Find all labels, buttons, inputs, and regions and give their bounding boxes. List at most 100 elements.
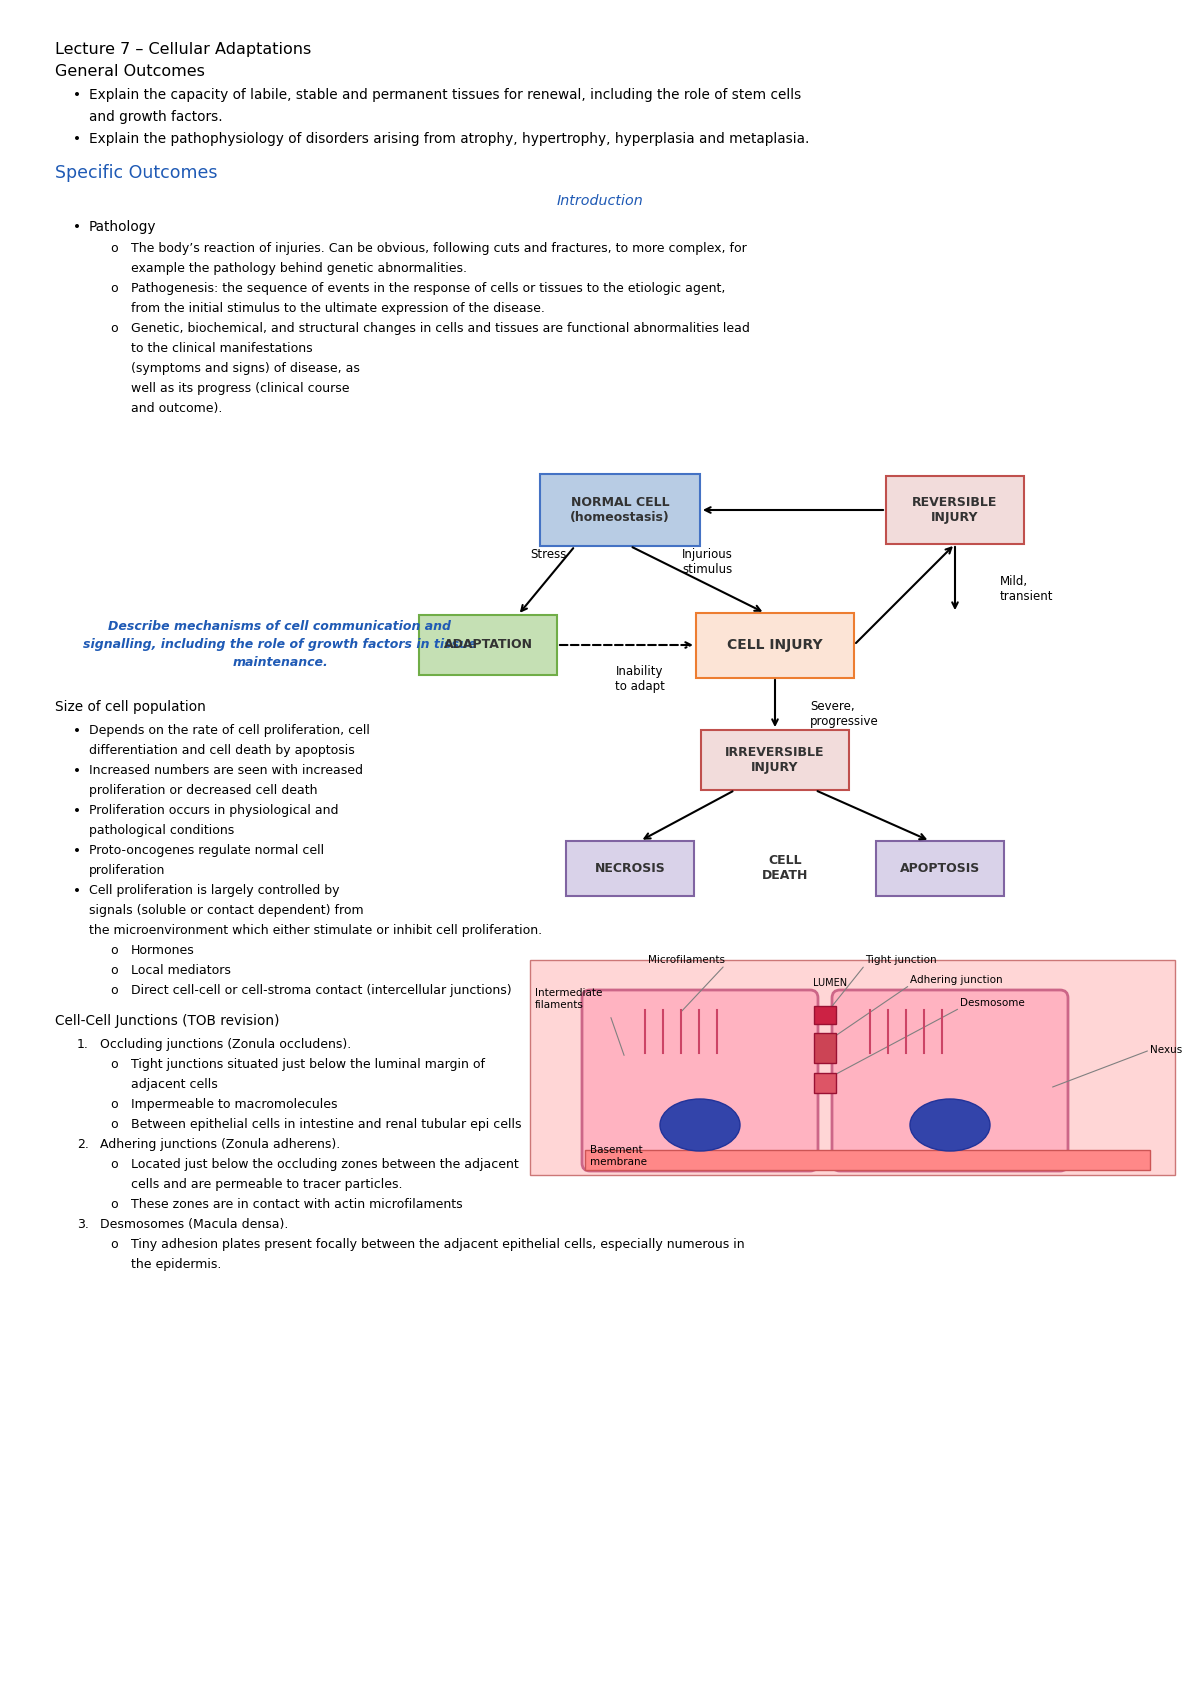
Text: Pathogenesis: the sequence of events in the response of cells or tissues to the : Pathogenesis: the sequence of events in …	[131, 282, 725, 295]
Text: Located just below the occluding zones between the adjacent: Located just below the occluding zones b…	[131, 1157, 518, 1171]
Text: signalling, including the role of growth factors in tissue: signalling, including the role of growth…	[83, 638, 476, 652]
Text: Inability
to adapt: Inability to adapt	[616, 665, 665, 692]
FancyBboxPatch shape	[832, 989, 1068, 1171]
Text: These zones are in contact with actin microfilaments: These zones are in contact with actin mi…	[131, 1198, 463, 1212]
Text: •: •	[73, 132, 82, 146]
Text: well as its progress (clinical course: well as its progress (clinical course	[131, 382, 349, 395]
Text: Specific Outcomes: Specific Outcomes	[55, 165, 217, 182]
Text: o: o	[110, 1198, 118, 1212]
Text: Between epithelial cells in intestine and renal tubular epi cells: Between epithelial cells in intestine an…	[131, 1118, 522, 1130]
Text: from the initial stimulus to the ultimate expression of the disease.: from the initial stimulus to the ultimat…	[131, 302, 545, 316]
Text: signals (soluble or contact dependent) from: signals (soluble or contact dependent) f…	[89, 905, 364, 916]
Text: •: •	[73, 725, 82, 738]
Text: o: o	[110, 1239, 118, 1251]
Text: Occluding junctions (Zonula occludens).: Occluding junctions (Zonula occludens).	[100, 1039, 352, 1050]
Text: o: o	[110, 944, 118, 957]
Ellipse shape	[660, 1100, 740, 1151]
FancyBboxPatch shape	[530, 961, 1175, 1174]
Text: Microfilaments: Microfilaments	[648, 955, 725, 966]
Text: Lecture 7 – Cellular Adaptations: Lecture 7 – Cellular Adaptations	[55, 42, 311, 58]
Text: the microenvironment which either stimulate or inhibit cell proliferation.: the microenvironment which either stimul…	[89, 923, 542, 937]
Text: ADAPTATION: ADAPTATION	[444, 638, 533, 652]
Text: Mild,
transient: Mild, transient	[1000, 575, 1054, 602]
Text: Direct cell-cell or cell-stroma contact (intercellular junctions): Direct cell-cell or cell-stroma contact …	[131, 984, 511, 998]
Text: NECROSIS: NECROSIS	[595, 862, 665, 874]
Text: Intermediate
filaments: Intermediate filaments	[535, 988, 602, 1010]
FancyBboxPatch shape	[696, 613, 854, 677]
Text: o: o	[110, 282, 118, 295]
Text: o: o	[110, 1118, 118, 1130]
FancyBboxPatch shape	[814, 1033, 836, 1062]
Text: differentiation and cell death by apoptosis: differentiation and cell death by apopto…	[89, 743, 355, 757]
Text: •: •	[73, 843, 82, 859]
Text: Cell proliferation is largely controlled by: Cell proliferation is largely controlled…	[89, 884, 340, 898]
Text: APOPTOSIS: APOPTOSIS	[900, 862, 980, 874]
Text: Desmosomes (Macula densa).: Desmosomes (Macula densa).	[100, 1218, 288, 1230]
Text: maintenance.: maintenance.	[232, 657, 328, 669]
Text: 1.: 1.	[77, 1039, 89, 1050]
Text: Proto-oncogenes regulate normal cell: Proto-oncogenes regulate normal cell	[89, 843, 324, 857]
Text: CELL INJURY: CELL INJURY	[727, 638, 823, 652]
Text: pathological conditions: pathological conditions	[89, 825, 234, 837]
Text: the epidermis.: the epidermis.	[131, 1257, 221, 1271]
Text: proliferation: proliferation	[89, 864, 166, 877]
Text: REVERSIBLE
INJURY: REVERSIBLE INJURY	[912, 496, 997, 524]
Text: •: •	[73, 764, 82, 777]
Text: Severe,
progressive: Severe, progressive	[810, 699, 878, 728]
Text: o: o	[110, 1057, 118, 1071]
Text: The body’s reaction of injuries. Can be obvious, following cuts and fractures, t: The body’s reaction of injuries. Can be …	[131, 243, 746, 255]
Text: adjacent cells: adjacent cells	[131, 1078, 217, 1091]
FancyBboxPatch shape	[876, 840, 1004, 896]
Text: Increased numbers are seen with increased: Increased numbers are seen with increase…	[89, 764, 364, 777]
Text: Stress: Stress	[530, 548, 566, 562]
Text: Adhering junctions (Zonula adherens).: Adhering junctions (Zonula adherens).	[100, 1139, 341, 1151]
FancyBboxPatch shape	[419, 614, 557, 675]
Text: o: o	[110, 1098, 118, 1112]
FancyBboxPatch shape	[586, 1151, 1150, 1169]
Text: Basement
membrane: Basement membrane	[590, 1145, 647, 1168]
Text: LUMEN: LUMEN	[812, 977, 847, 988]
Text: Injurious
stimulus: Injurious stimulus	[682, 548, 733, 575]
Text: IRREVERSIBLE
INJURY: IRREVERSIBLE INJURY	[725, 747, 824, 774]
Text: Local mediators: Local mediators	[131, 964, 230, 977]
Text: Tight junction: Tight junction	[865, 955, 937, 966]
Text: •: •	[73, 804, 82, 818]
Text: Hormones: Hormones	[131, 944, 194, 957]
Text: 3.: 3.	[77, 1218, 89, 1230]
Text: CELL
DEATH: CELL DEATH	[762, 854, 808, 882]
Text: Pathology: Pathology	[89, 221, 156, 234]
Text: (symptoms and signs) of disease, as: (symptoms and signs) of disease, as	[131, 361, 360, 375]
FancyBboxPatch shape	[540, 473, 700, 546]
Text: •: •	[73, 884, 82, 898]
Ellipse shape	[910, 1100, 990, 1151]
Text: Describe mechanisms of cell communication and: Describe mechanisms of cell communicatio…	[108, 619, 451, 633]
FancyBboxPatch shape	[814, 1006, 836, 1023]
Text: Impermeable to macromolecules: Impermeable to macromolecules	[131, 1098, 337, 1112]
FancyBboxPatch shape	[814, 1073, 836, 1093]
Text: Genetic, biochemical, and structural changes in cells and tissues are functional: Genetic, biochemical, and structural cha…	[131, 322, 750, 334]
Text: Adhering junction: Adhering junction	[910, 976, 1003, 984]
Text: NORMAL CELL
(homeostasis): NORMAL CELL (homeostasis)	[570, 496, 670, 524]
Text: Introduction: Introduction	[557, 193, 643, 209]
Text: Nexus: Nexus	[1150, 1045, 1182, 1056]
Text: Desmosome: Desmosome	[960, 998, 1025, 1008]
Text: General Outcomes: General Outcomes	[55, 64, 205, 80]
Text: Explain the capacity of labile, stable and permanent tissues for renewal, includ: Explain the capacity of labile, stable a…	[89, 88, 802, 102]
FancyBboxPatch shape	[701, 730, 850, 791]
Text: 2.: 2.	[77, 1139, 89, 1151]
Text: Tiny adhesion plates present focally between the adjacent epithelial cells, espe: Tiny adhesion plates present focally bet…	[131, 1239, 745, 1251]
Text: and outcome).: and outcome).	[131, 402, 222, 416]
Text: example the pathology behind genetic abnormalities.: example the pathology behind genetic abn…	[131, 261, 467, 275]
Text: Cell-Cell Junctions (TOB revision): Cell-Cell Junctions (TOB revision)	[55, 1015, 280, 1028]
Text: •: •	[73, 88, 82, 102]
Text: o: o	[110, 1157, 118, 1171]
Text: Explain the pathophysiology of disorders arising from atrophy, hypertrophy, hype: Explain the pathophysiology of disorders…	[89, 132, 809, 146]
FancyBboxPatch shape	[566, 840, 694, 896]
Text: Size of cell population: Size of cell population	[55, 699, 206, 714]
Text: o: o	[110, 964, 118, 977]
Text: o: o	[110, 243, 118, 255]
Text: to the clinical manifestations: to the clinical manifestations	[131, 343, 313, 355]
Text: o: o	[110, 322, 118, 334]
FancyBboxPatch shape	[886, 475, 1024, 545]
Text: cells and are permeable to tracer particles.: cells and are permeable to tracer partic…	[131, 1178, 402, 1191]
